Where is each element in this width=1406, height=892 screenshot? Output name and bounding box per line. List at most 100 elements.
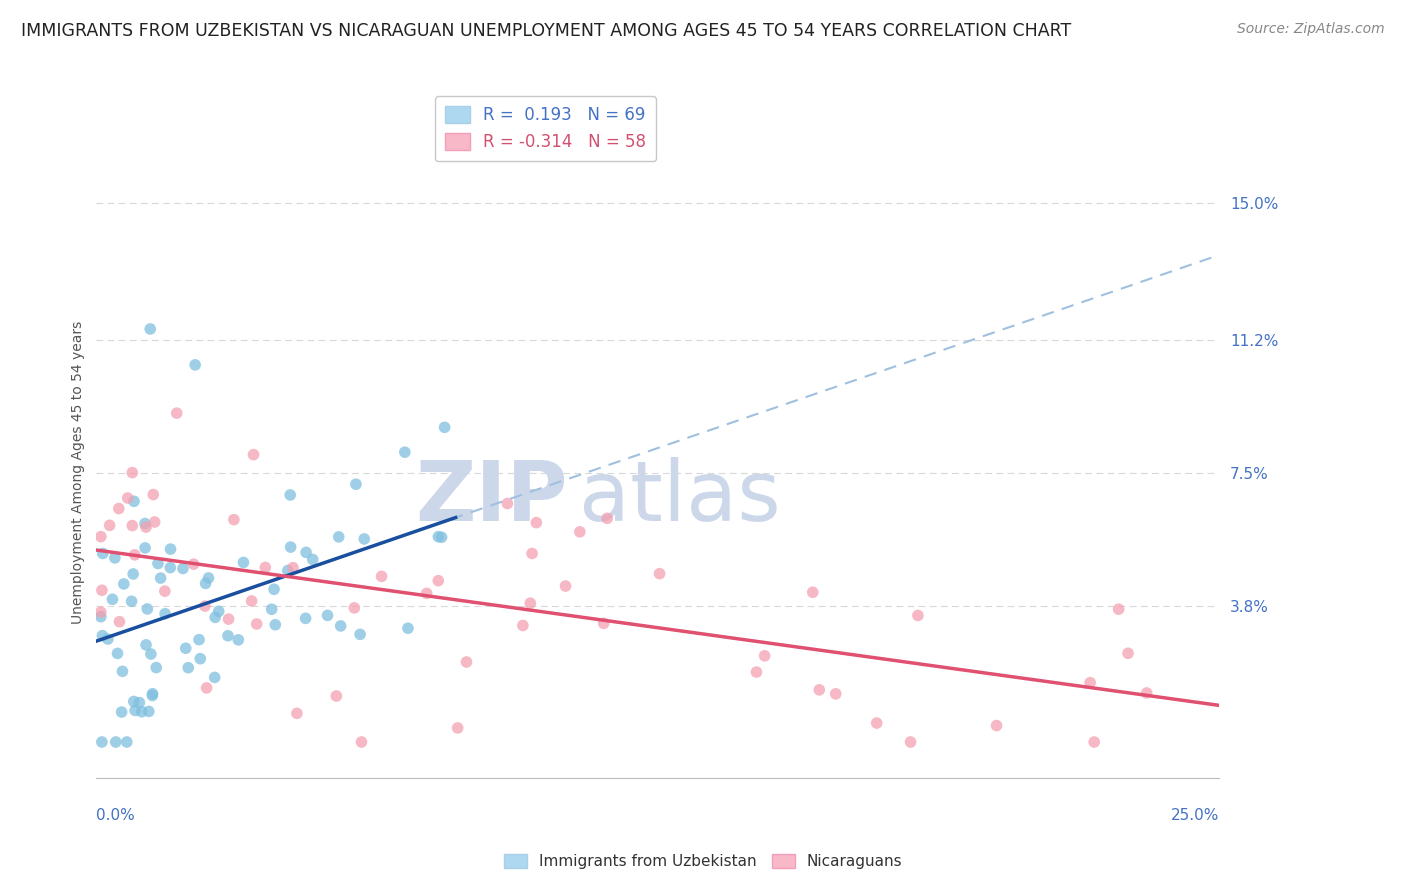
Point	[316, 608, 339, 623]
Point	[101, 592, 124, 607]
Point	[131, 705, 153, 719]
Point	[141, 689, 163, 703]
Point	[907, 608, 929, 623]
Point	[301, 552, 323, 566]
Text: ZIP: ZIP	[415, 457, 568, 538]
Point	[184, 358, 207, 372]
Point	[285, 706, 308, 721]
Point	[801, 585, 824, 599]
Point	[344, 477, 367, 491]
Point	[325, 689, 347, 703]
Text: atlas: atlas	[579, 457, 780, 538]
Point	[194, 599, 217, 613]
Point	[121, 518, 143, 533]
Point	[90, 605, 112, 619]
Point	[177, 661, 200, 675]
Point	[281, 560, 304, 574]
Legend: Immigrants from Uzbekistan, Nicaraguans: Immigrants from Uzbekistan, Nicaraguans	[498, 848, 908, 875]
Point	[353, 532, 375, 546]
Point	[197, 571, 219, 585]
Point	[136, 602, 159, 616]
Point	[263, 582, 285, 597]
Point	[124, 548, 146, 562]
Point	[90, 530, 112, 544]
Point	[554, 579, 576, 593]
Point	[217, 629, 239, 643]
Point	[135, 520, 157, 534]
Point	[134, 541, 156, 555]
Point	[145, 660, 167, 674]
Point	[143, 515, 166, 529]
Point	[90, 583, 112, 598]
Legend: R =  0.193   N = 69, R = -0.314   N = 58: R = 0.193 N = 69, R = -0.314 N = 58	[434, 96, 657, 161]
Point	[134, 516, 156, 531]
Point	[138, 705, 160, 719]
Point	[277, 564, 299, 578]
Point	[121, 594, 143, 608]
Point	[232, 556, 254, 570]
Point	[524, 516, 547, 530]
Point	[1136, 686, 1159, 700]
Point	[596, 511, 619, 525]
Point	[350, 735, 373, 749]
Text: IMMIGRANTS FROM UZBEKISTAN VS NICARAGUAN UNEMPLOYMENT AMONG AGES 45 TO 54 YEARS : IMMIGRANTS FROM UZBEKISTAN VS NICARAGUAN…	[21, 22, 1071, 40]
Point	[153, 607, 176, 621]
Point	[104, 735, 127, 749]
Point	[329, 619, 352, 633]
Point	[242, 448, 264, 462]
Point	[139, 647, 162, 661]
Point	[172, 561, 194, 575]
Point	[111, 665, 134, 679]
Point	[370, 569, 392, 583]
Point	[568, 524, 591, 539]
Text: 25.0%: 25.0%	[1171, 808, 1219, 823]
Point	[90, 609, 112, 624]
Point	[188, 632, 211, 647]
Point	[824, 687, 846, 701]
Point	[648, 566, 671, 581]
Text: Source: ZipAtlas.com: Source: ZipAtlas.com	[1237, 22, 1385, 37]
Point	[112, 577, 135, 591]
Point	[159, 560, 181, 574]
Point	[208, 604, 231, 618]
Point	[592, 616, 614, 631]
Point	[121, 466, 143, 480]
Text: 0.0%: 0.0%	[97, 808, 135, 823]
Point	[222, 513, 245, 527]
Point	[294, 611, 316, 625]
Point	[108, 615, 131, 629]
Point	[427, 574, 450, 588]
Point	[900, 735, 922, 749]
Point	[1078, 675, 1101, 690]
Point	[97, 632, 120, 646]
Point	[328, 530, 350, 544]
Point	[433, 420, 456, 434]
Point	[128, 696, 150, 710]
Point	[349, 627, 371, 641]
Point	[174, 641, 197, 656]
Point	[866, 716, 889, 731]
Point	[430, 530, 453, 544]
Point	[91, 546, 114, 560]
Point	[512, 618, 534, 632]
Point	[246, 617, 269, 632]
Point	[754, 648, 776, 663]
Point	[135, 638, 157, 652]
Point	[122, 566, 145, 581]
Point	[149, 571, 172, 585]
Point	[188, 651, 211, 665]
Point	[90, 735, 112, 749]
Point	[104, 550, 127, 565]
Point	[1108, 602, 1130, 616]
Point	[280, 540, 302, 554]
Point	[218, 612, 240, 626]
Point	[808, 682, 831, 697]
Point	[295, 545, 318, 559]
Point	[415, 586, 437, 600]
Point	[204, 670, 226, 684]
Point	[98, 518, 121, 533]
Point	[110, 705, 132, 719]
Point	[986, 718, 1008, 732]
Point	[260, 602, 283, 616]
Point	[343, 600, 366, 615]
